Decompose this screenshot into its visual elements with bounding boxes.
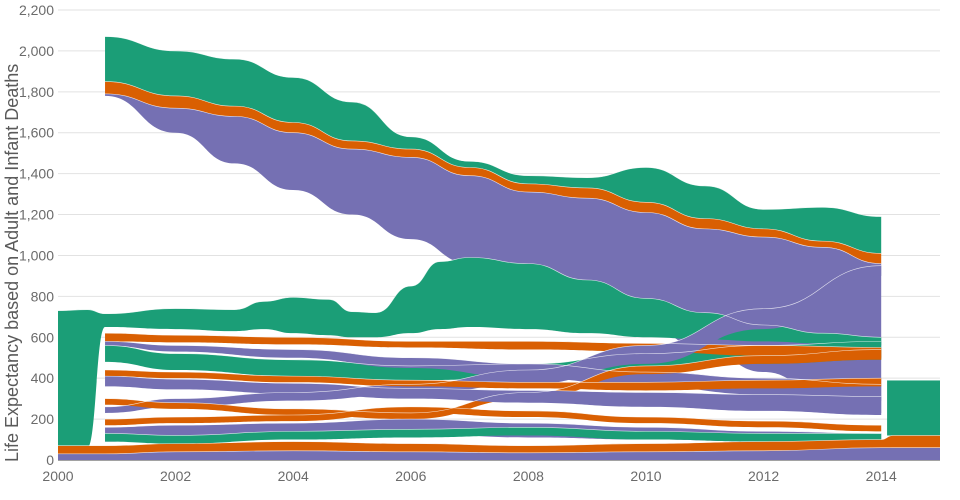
band-purple-rising-edge [105,265,882,408]
x-tick-label: 2006 [395,468,426,484]
y-tick-label: 600 [31,329,55,345]
band-green-top [105,36,882,254]
y-tick-label: 2,200 [19,2,54,18]
y-tick-label: 400 [31,370,55,386]
x-tick-label: 2000 [42,468,73,484]
y-tick-label: 1,400 [19,166,54,182]
x-tick-label: 2002 [160,468,191,484]
y-tick-label: 1,800 [19,84,54,100]
band-purple-base [58,447,940,460]
band-orange-sub-edge [105,406,882,426]
x-tick-label: 2014 [866,468,897,484]
band-orange-base-edge [58,435,940,446]
band-layer [57,36,940,460]
band-purple-base-edge [58,447,940,455]
band-purple-low-edge [105,375,882,397]
band-orange-mid-edge [105,332,882,348]
y-tick-label: 1,000 [19,247,54,263]
y-axis-label: Life Expectancy based on Adult and Infan… [2,64,22,462]
band-green-low-edge [105,426,882,436]
band-green-mid-edge [57,257,882,338]
y-tick-label: 1,600 [19,125,54,141]
x-tick-label: 2008 [513,468,544,484]
y-tick-label: 2,000 [19,43,54,59]
band-green-top-edge [105,36,882,217]
x-tick-label: 2004 [278,468,309,484]
band-green-right [887,380,940,436]
band-green-lower [105,341,882,381]
band-green-mid [58,257,882,448]
band-purple-sub-edge [105,418,882,434]
axis-layer: 0 200 400 600 800 1,000 1,200 1,400 1,600 1,800 2,… [19,2,897,484]
y-tick-label: 200 [31,411,55,427]
x-tick-label: 2010 [630,468,661,484]
band-orange-base [58,435,940,454]
x-tick-label: 2012 [748,468,779,484]
band-orange-low [105,370,882,391]
band-orange-low-edge [105,369,882,383]
band-purple-top-edge [105,93,882,264]
y-tick-label: 0 [46,452,54,468]
band-purple-mid-edge [105,341,882,385]
y-tick-label: 800 [31,288,55,304]
band-orange-top-edge [105,81,882,254]
band-orange-sub [105,406,882,432]
band-orange-rising-edge [105,349,882,414]
band-orange-rising [105,349,882,420]
y-tick-label: 1,200 [19,207,54,223]
